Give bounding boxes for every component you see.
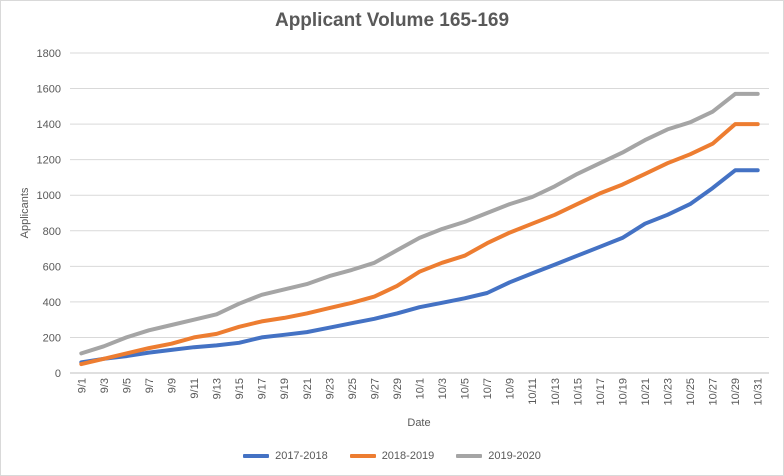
x-tick-label: 10/31 [753,378,765,406]
legend-label: 2018-2019 [381,450,435,462]
x-tick-label: 10/19 [617,378,629,406]
series-line-2019-2020 [79,91,760,356]
y-axis-title: Applicants [19,187,31,238]
x-tick-label: 9/11 [189,378,201,399]
y-tick-label: 600 [43,261,61,273]
x-tick-label: 10/5 [460,378,472,399]
x-tick-label: 10/29 [730,378,742,406]
chart-title: Applicant Volume 165-169 [274,10,510,31]
y-tick-label: 1400 [37,119,61,131]
x-tick-label: 9/21 [302,378,314,399]
x-tick-label: 10/21 [640,378,652,406]
x-tick-label: 10/1 [415,378,427,399]
x-tick-label: 10/23 [663,378,675,406]
x-axis-title: Date [407,417,430,429]
x-tick-label: 10/3 [437,378,449,399]
legend-item: 2018-2019 [349,450,435,462]
legend-swatch [349,454,376,458]
x-tick-label: 9/5 [121,378,133,393]
x-tick-label: 9/25 [347,378,359,399]
x-tick-label: 10/11 [527,378,539,405]
x-tick-label: 9/13 [212,378,224,399]
y-tick-label: 0 [55,368,61,380]
x-tick-label: 9/29 [392,378,404,399]
y-tick-label: 1000 [37,190,61,202]
x-tick-label: 10/13 [550,378,562,406]
y-tick-label: 800 [43,226,61,238]
y-tick-label: 1600 [37,84,61,96]
y-tick-label: 1800 [37,48,61,60]
x-tick-label: 10/7 [482,378,494,399]
x-tick-label: 10/25 [685,378,697,406]
x-tick-label: 9/1 [76,378,88,393]
series-line-2018-2019 [79,122,760,367]
legend-swatch [243,454,270,458]
x-tick-label: 9/27 [369,378,381,399]
y-tick-label: 400 [43,297,61,309]
y-tick-label: 200 [43,332,61,344]
x-tick-label: 10/15 [572,378,584,406]
legend-item: 2019-2020 [456,450,541,462]
series-line-2017-2018 [79,168,760,365]
x-tick-label: 9/19 [279,378,291,399]
x-tick-label: 10/27 [708,378,720,406]
x-tick-label: 9/7 [144,378,156,393]
x-tick-label: 9/23 [324,378,336,399]
x-tick-label: 9/17 [257,378,269,399]
x-tick-label: 10/9 [505,378,517,399]
legend: 2017-2018 2018-2019 2019-2020 [0,450,784,462]
y-tick-label: 1200 [37,155,61,167]
x-tick-label: 9/3 [99,378,111,393]
x-tick-label: 10/17 [595,378,607,406]
legend-label: 2019-2020 [488,450,541,462]
legend-item: 2017-2018 [243,450,328,462]
legend-swatch [456,454,483,458]
legend-label: 2017-2018 [275,450,328,462]
x-tick-label: 9/15 [234,378,246,399]
x-tick-label: 9/9 [166,378,178,393]
